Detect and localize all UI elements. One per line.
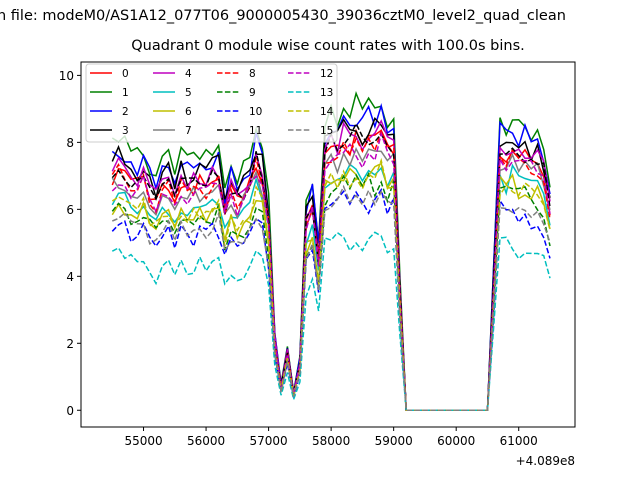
legend-label-13: 13	[320, 87, 333, 99]
legend-label-5: 5	[185, 87, 192, 99]
legend-label-3: 3	[122, 125, 129, 137]
legend-label-1: 1	[122, 87, 129, 99]
legend-label-15: 15	[320, 125, 333, 137]
legend-label-12: 12	[320, 68, 333, 80]
x-tick-label: 57000	[250, 434, 288, 448]
legend-label-4: 4	[185, 68, 192, 80]
series-line-7	[111, 146, 551, 412]
legend-label-10: 10	[249, 106, 262, 118]
x-tick-label: 61000	[500, 434, 538, 448]
legend-label-2: 2	[122, 106, 129, 118]
series-line-10	[111, 187, 551, 412]
series-line-14	[111, 157, 551, 412]
x-tick-label: 56000	[187, 434, 225, 448]
chart-title: Quadrant 0 module wise count rates with …	[131, 38, 525, 54]
legend-label-9: 9	[249, 87, 256, 99]
series-line-9	[111, 171, 551, 412]
suptitle: n file: modeM0/AS1A12_077T06_9000005430_…	[0, 8, 566, 24]
x-tick-label: 60000	[437, 434, 475, 448]
x-tick-label: 55000	[124, 434, 162, 448]
legend-label-6: 6	[185, 106, 192, 118]
y-tick-label: 0	[66, 404, 74, 418]
axes-frame	[80, 61, 576, 428]
y-tick-label: 10	[59, 69, 74, 83]
series-line-2	[111, 102, 551, 412]
legend-label-7: 7	[185, 125, 192, 137]
legend-label-14: 14	[320, 106, 334, 118]
y-axis: 0 2 4 6 8 10	[59, 69, 81, 418]
x-tick-label: 59000	[375, 434, 413, 448]
x-axis: 55000 56000 57000 58000 59000 60000 61000	[124, 427, 538, 448]
x-tick-label: 58000	[312, 434, 350, 448]
legend-label-8: 8	[249, 68, 256, 80]
series-line-13	[111, 231, 551, 412]
y-tick-label: 2	[66, 337, 74, 351]
y-tick-label: 8	[66, 136, 74, 150]
y-tick-label: 6	[66, 203, 74, 217]
x-offset-label: +4.089e8	[516, 454, 575, 468]
series-line-5	[111, 163, 551, 412]
legend-frame	[85, 63, 338, 143]
y-tick-label: 4	[66, 270, 74, 284]
series-line-6	[111, 162, 551, 412]
legend-label-11: 11	[249, 125, 262, 137]
legend-label-0: 0	[122, 68, 129, 80]
